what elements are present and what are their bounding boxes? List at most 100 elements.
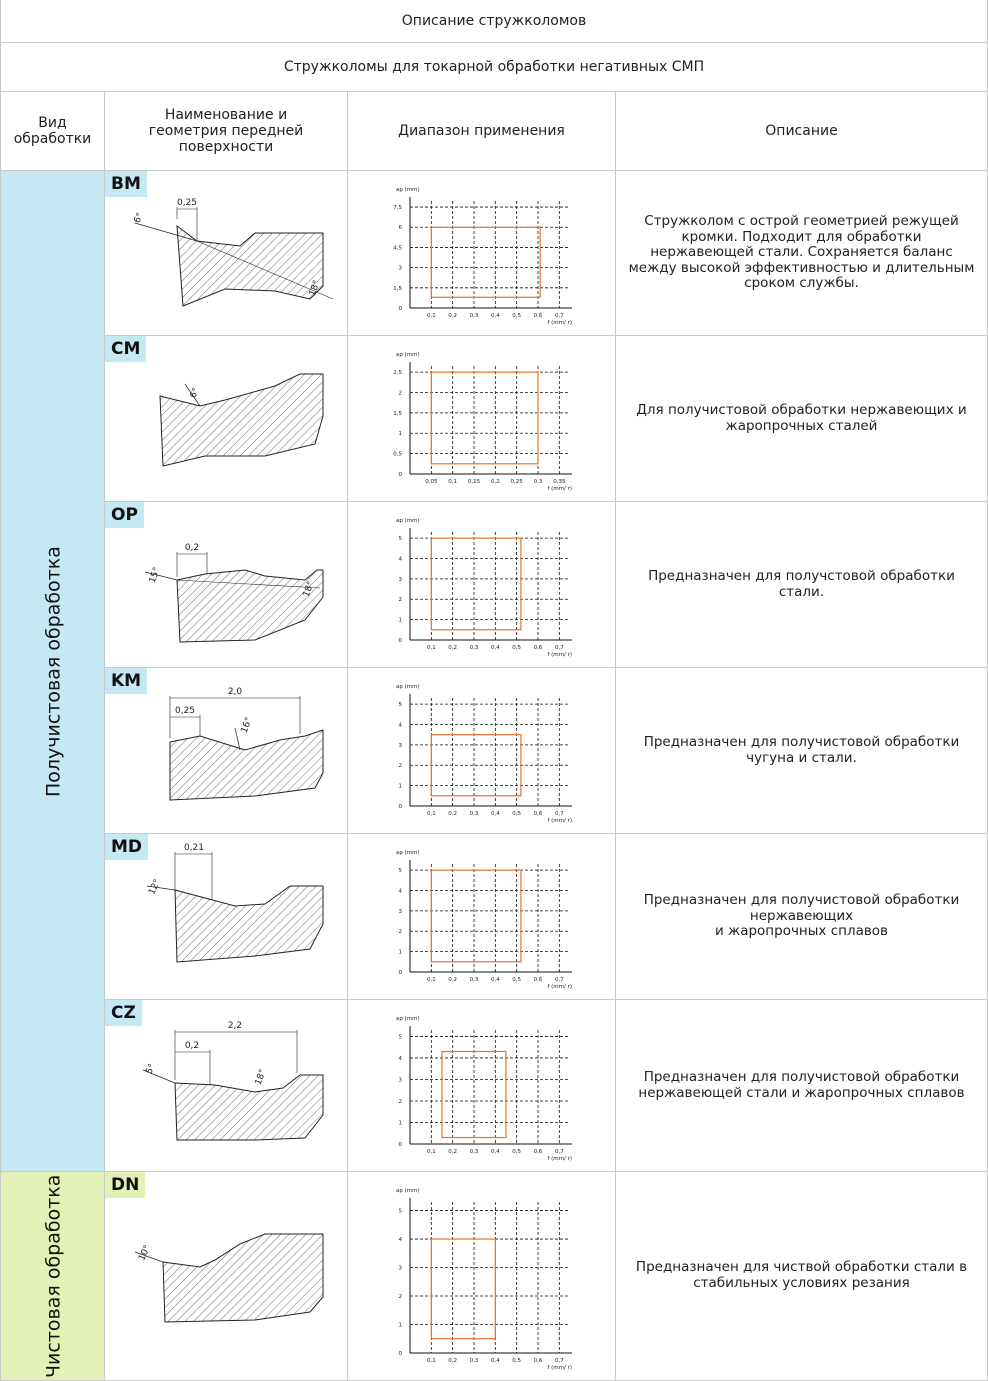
chart-x-tick-label: 0,1: [427, 1149, 436, 1155]
chart-x-axis-label: f (mm/ r): [547, 320, 572, 326]
chart-x-axis-label: f (mm/ r): [547, 1365, 572, 1371]
chart-x-tick-label: 0,7: [555, 1149, 564, 1155]
chart-y-tick-label: 4: [399, 556, 403, 562]
table-subtitle-text: Стружколомы для токарной обработки негат…: [283, 58, 705, 75]
chart-x-tick-label: 0,3: [470, 1358, 479, 1364]
chart-x-tick-label: 0,5: [512, 645, 521, 651]
chart-x-tick-label: 0,4: [491, 1149, 500, 1155]
application-range-chart: ap (mm) f (mm/ r) 0,05 0,1 0,15 0,2 0,25 0,3 0,3…: [393, 352, 572, 492]
chart-x-tick-label: 0,1: [427, 977, 436, 983]
chipbreaker-geometry-cell: CZ 2,2 0,2 18° 5°: [105, 1000, 348, 1172]
chart-x-tick-label: 0,7: [555, 1358, 564, 1364]
chart-x-tick-label: 0,4: [491, 1358, 500, 1364]
chart-y-tick-label: 1: [399, 431, 403, 437]
application-range-cell: ap (mm) f (mm/ r) 0,1 0,2 0,3 0,4 0,5 0,6 0,7 0 1 2…: [348, 1000, 616, 1172]
chart-y-tick-label: 1: [399, 1120, 403, 1126]
chart-x-tick-label: 0,4: [491, 811, 500, 817]
col-header-type: Вид обработки: [0, 92, 105, 171]
chart-y-tick-label: 5: [399, 1034, 403, 1040]
chipbreaker-profile-drawing: 0,215°18°: [144, 543, 324, 643]
chipbreaker-description-text: Предназначен для получистовой обработки …: [643, 892, 960, 940]
chart-x-tick-label: 0,3: [470, 811, 479, 817]
chart-y-tick-label: 6: [399, 225, 403, 231]
insert-profile: [176, 224, 324, 307]
table-title-text: Описание стружколомов: [401, 12, 587, 29]
chart-y-tick-label: 2: [399, 1294, 403, 1300]
chart-x-tick-label: 0,05: [425, 479, 438, 485]
chart-y-axis-label: ap (mm): [396, 1188, 420, 1194]
chipbreaker-description: Предназначен для получстовой обработки с…: [616, 502, 988, 668]
chart-y-tick-label: 5: [399, 868, 403, 874]
chipbreaker-geometry-cell: DN 10°: [105, 1172, 348, 1381]
chipbreaker-description-text: Предназначен для получстовой обработки с…: [648, 567, 955, 600]
chart-x-tick-label: 0,3: [470, 1149, 479, 1155]
chart-x-tick-label: 0,6: [534, 645, 543, 651]
chart-x-axis-label: f (mm/ r): [547, 818, 572, 824]
dimension-line: [196, 240, 334, 300]
dimension-label: 0,25: [177, 198, 197, 208]
chipbreaker-description-text: Стружколом с острой геометрией режущей к…: [628, 213, 975, 292]
chart-x-tick-label: 0,7: [555, 977, 564, 983]
chipbreaker-description: Для получистовой обработки нержавеющих и…: [616, 336, 988, 502]
chart-x-tick-label: 0,1: [427, 313, 436, 319]
application-range-cell: ap (mm) f (mm/ r) 0,1 0,2 0,3 0,4 0,5 0,6 0,7 0 1 2…: [348, 1172, 616, 1381]
dimension-label: 0,21: [184, 843, 204, 853]
dimension-label: 5°: [144, 1062, 157, 1076]
chart-x-tick-label: 0,5: [512, 313, 521, 319]
chart-x-tick-label: 0,2: [491, 479, 500, 485]
dimension-label: 6°: [132, 211, 145, 225]
dimension-label: 0,25: [175, 706, 195, 716]
col-header-description: Описание: [616, 92, 988, 171]
chart-y-tick-label: 4,5: [393, 245, 402, 251]
col-header-type-text: Вид обработки: [13, 114, 92, 147]
dimension-label: 10°: [137, 1244, 153, 1263]
chart-y-tick-label: 1: [399, 1323, 403, 1329]
chart-x-tick-label: 0,5: [512, 1149, 521, 1155]
insert-profile: [162, 1233, 324, 1323]
application-range-chart: ap (mm) f (mm/ r) 0,1 0,2 0,3 0,4 0,5 0,6 0,7 0 1 2…: [396, 518, 572, 658]
chart-x-tick-label: 0,25: [511, 479, 524, 485]
chart-x-tick-label: 0,1: [427, 645, 436, 651]
group-semi-finishing-label: Получистовая обработка: [42, 546, 65, 797]
chart-y-tick-label: 1,5: [393, 411, 402, 417]
chart-x-tick-label: 0,7: [555, 313, 564, 319]
group-finishing: Чистовая обработка: [0, 1172, 105, 1381]
application-range-cell: ap (mm) f (mm/ r) 0,1 0,2 0,3 0,4 0,5 0,6 0,7 0 1 2…: [348, 834, 616, 1000]
chart-y-axis-label: ap (mm): [396, 850, 420, 856]
chart-x-tick-label: 0,6: [534, 1358, 543, 1364]
chart-y-tick-label: 4: [399, 1056, 403, 1062]
chart-x-axis-label: f (mm/ r): [547, 1156, 572, 1162]
chart-x-tick-label: 0,7: [555, 645, 564, 651]
chart-x-axis-label: f (mm/ r): [547, 486, 572, 492]
col-header-description-text: Описание: [765, 122, 838, 139]
insert-profile: [159, 373, 324, 467]
chart-y-tick-label: 5: [399, 1209, 403, 1215]
dimension-label: 0,2: [185, 543, 199, 553]
chipbreaker-description-text: Предназначен для получистовой обработки …: [643, 733, 960, 766]
chart-x-tick-label: 0,5: [512, 1358, 521, 1364]
dimension-label: 16°: [240, 716, 255, 734]
application-range-region: [430, 1238, 496, 1340]
chart-x-tick-label: 0,2: [448, 1358, 457, 1364]
chart-x-tick-label: 0,2: [448, 1149, 457, 1155]
chart-y-tick-label: 2,5: [393, 370, 402, 376]
chipbreaker-profile-drawing: 2,0 0,25 16°: [169, 687, 324, 801]
col-header-name-text: Наименование и геометрия передней поверх…: [148, 106, 304, 156]
group-finishing-label: Чистовая обработка: [42, 1174, 65, 1379]
rake-line: [142, 1069, 176, 1084]
chipbreaker-description-text: Предназначен для получистовой обработки …: [638, 1068, 965, 1101]
chart-y-tick-label: 3: [399, 266, 403, 272]
chart-y-tick-label: 1,5: [393, 286, 402, 292]
application-range-cell: ap (mm) f (mm/ r) 0,05 0,1 0,15 0,2 0,25 0,3 0,3…: [348, 336, 616, 502]
dimension-label: 12°: [147, 878, 163, 897]
chipbreaker-description: Предназначен для получистовой обработки …: [616, 1000, 988, 1172]
application-range-chart: ap (mm) f (mm/ r) 0,1 0,2 0,3 0,4 0,5 0,6 0,7 0 1 2…: [396, 1016, 572, 1162]
chart-x-tick-label: 0,7: [555, 811, 564, 817]
chipbreaker-code: CM: [105, 336, 147, 362]
chart-y-tick-label: 0: [399, 638, 403, 644]
chart-x-tick-label: 0,1: [448, 479, 457, 485]
application-range-region: [430, 869, 522, 963]
chipbreaker-profile-drawing: 2,2 0,2 18° 5°: [142, 1021, 324, 1141]
dimension-line: [176, 579, 321, 589]
chart-y-tick-label: 2: [399, 1099, 403, 1105]
